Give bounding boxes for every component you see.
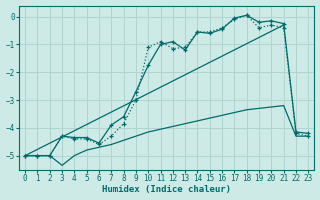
- X-axis label: Humidex (Indice chaleur): Humidex (Indice chaleur): [102, 185, 231, 194]
